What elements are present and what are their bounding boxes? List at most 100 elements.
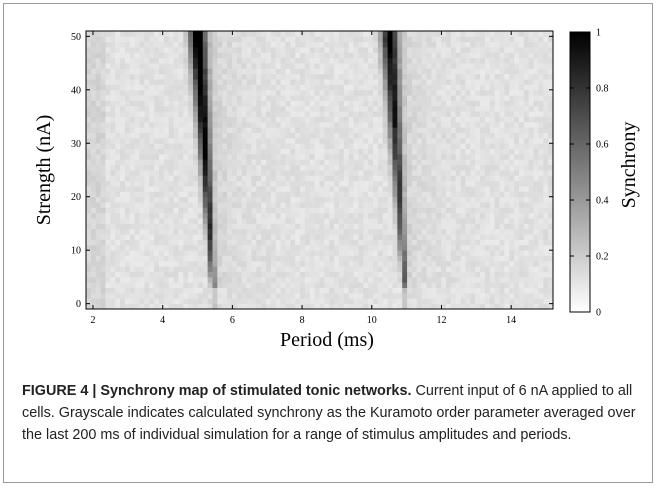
heatmap-cell	[149, 260, 155, 267]
heatmap-cell	[460, 212, 466, 219]
heatmap-cell	[445, 303, 452, 310]
heatmap-cell	[441, 202, 447, 208]
heatmap-cell	[528, 287, 534, 294]
heatmap-cell	[261, 100, 267, 107]
heatmap-cell	[144, 164, 150, 171]
heatmap-cell	[504, 212, 510, 219]
heatmap-cell	[455, 191, 461, 198]
heatmap-cell	[300, 148, 306, 155]
heatmap-cell	[100, 175, 106, 182]
heatmap-cell	[90, 234, 97, 240]
heatmap-cell	[548, 164, 554, 171]
heatmap-cell	[188, 186, 194, 192]
heatmap-cell	[343, 63, 350, 69]
heatmap-cell	[402, 31, 408, 37]
heatmap-cell	[163, 95, 170, 101]
heatmap-cell	[460, 164, 466, 171]
heatmap-cell	[436, 239, 442, 246]
heatmap-cell	[416, 255, 423, 262]
heatmap-cell	[256, 73, 262, 80]
heatmap-cell	[139, 137, 145, 144]
heatmap-cell	[275, 100, 281, 107]
heatmap-cell	[290, 196, 296, 203]
heatmap-cell	[202, 52, 209, 59]
heatmap-cell	[324, 73, 330, 80]
heatmap-cell	[509, 73, 515, 80]
heatmap-cell	[207, 218, 213, 224]
heatmap-cell	[222, 132, 228, 139]
heatmap-cell	[402, 260, 408, 267]
heatmap-cell	[426, 164, 432, 171]
heatmap-cell	[120, 223, 126, 230]
heatmap-cell	[129, 121, 136, 128]
heatmap-cell	[295, 244, 301, 251]
heatmap-cell	[470, 121, 476, 128]
heatmap-cell	[290, 266, 296, 272]
heatmap-cell	[499, 41, 505, 48]
heatmap-cell	[227, 164, 233, 171]
heatmap-cell	[149, 234, 155, 240]
heatmap-cell	[377, 100, 384, 107]
heatmap-cell	[188, 116, 194, 123]
heatmap-cell	[514, 47, 520, 53]
heatmap-cell	[222, 239, 228, 246]
heatmap-cell	[139, 303, 145, 310]
heatmap-cell	[154, 100, 160, 107]
heatmap-cell	[124, 36, 131, 43]
heatmap-cell	[100, 41, 106, 48]
heatmap-cell	[421, 271, 427, 278]
heatmap-cell	[227, 79, 233, 85]
heatmap-cell	[139, 282, 145, 289]
heatmap-cell	[231, 47, 238, 53]
heatmap-cell	[528, 255, 534, 262]
heatmap-cell	[115, 31, 121, 37]
heatmap-cell	[309, 260, 316, 267]
heatmap-cell	[460, 89, 466, 96]
heatmap-cell	[509, 84, 515, 91]
heatmap-cell	[280, 84, 286, 91]
heatmap-cell	[158, 180, 165, 187]
heatmap-cell	[173, 186, 179, 192]
heatmap-cell	[265, 191, 272, 198]
heatmap-cell	[431, 57, 437, 64]
heatmap-cell	[314, 266, 320, 272]
heatmap-cell	[411, 282, 418, 289]
heatmap-cell	[188, 180, 194, 187]
heatmap-cell	[275, 153, 281, 160]
heatmap-cell	[246, 153, 252, 160]
heatmap-cell	[300, 95, 306, 101]
heatmap-cell	[261, 84, 267, 91]
heatmap-cell	[251, 89, 257, 96]
heatmap-cell	[343, 79, 350, 85]
heatmap-cell	[436, 234, 442, 240]
heatmap-cell	[548, 282, 554, 289]
heatmap-cell	[265, 250, 272, 256]
heatmap-cell	[324, 89, 330, 96]
heatmap-cell	[358, 287, 364, 294]
heatmap-cell	[533, 244, 539, 251]
heatmap-cell	[280, 180, 286, 187]
heatmap-cell	[241, 143, 247, 150]
heatmap-cell	[304, 223, 311, 230]
heatmap-cell	[231, 207, 238, 214]
heatmap-cell	[241, 186, 247, 192]
heatmap-cell	[265, 175, 272, 182]
heatmap-cell	[236, 164, 243, 171]
heatmap-cell	[324, 31, 330, 37]
heatmap-cell	[358, 143, 364, 150]
heatmap-cell	[304, 292, 311, 299]
heatmap-cell	[100, 228, 106, 235]
heatmap-cell	[368, 303, 374, 310]
heatmap-cell	[207, 191, 213, 198]
heatmap-cell	[338, 212, 345, 219]
heatmap-cell	[373, 218, 379, 224]
heatmap-cell	[222, 191, 228, 198]
heatmap-cell	[212, 255, 218, 262]
heatmap-cell	[484, 57, 491, 64]
heatmap-cell	[475, 95, 481, 101]
heatmap-cell	[450, 282, 457, 289]
heatmap-cell	[120, 170, 126, 176]
heatmap-cell	[489, 207, 496, 214]
heatmap-cell	[110, 89, 116, 96]
heatmap-cell	[231, 255, 238, 262]
